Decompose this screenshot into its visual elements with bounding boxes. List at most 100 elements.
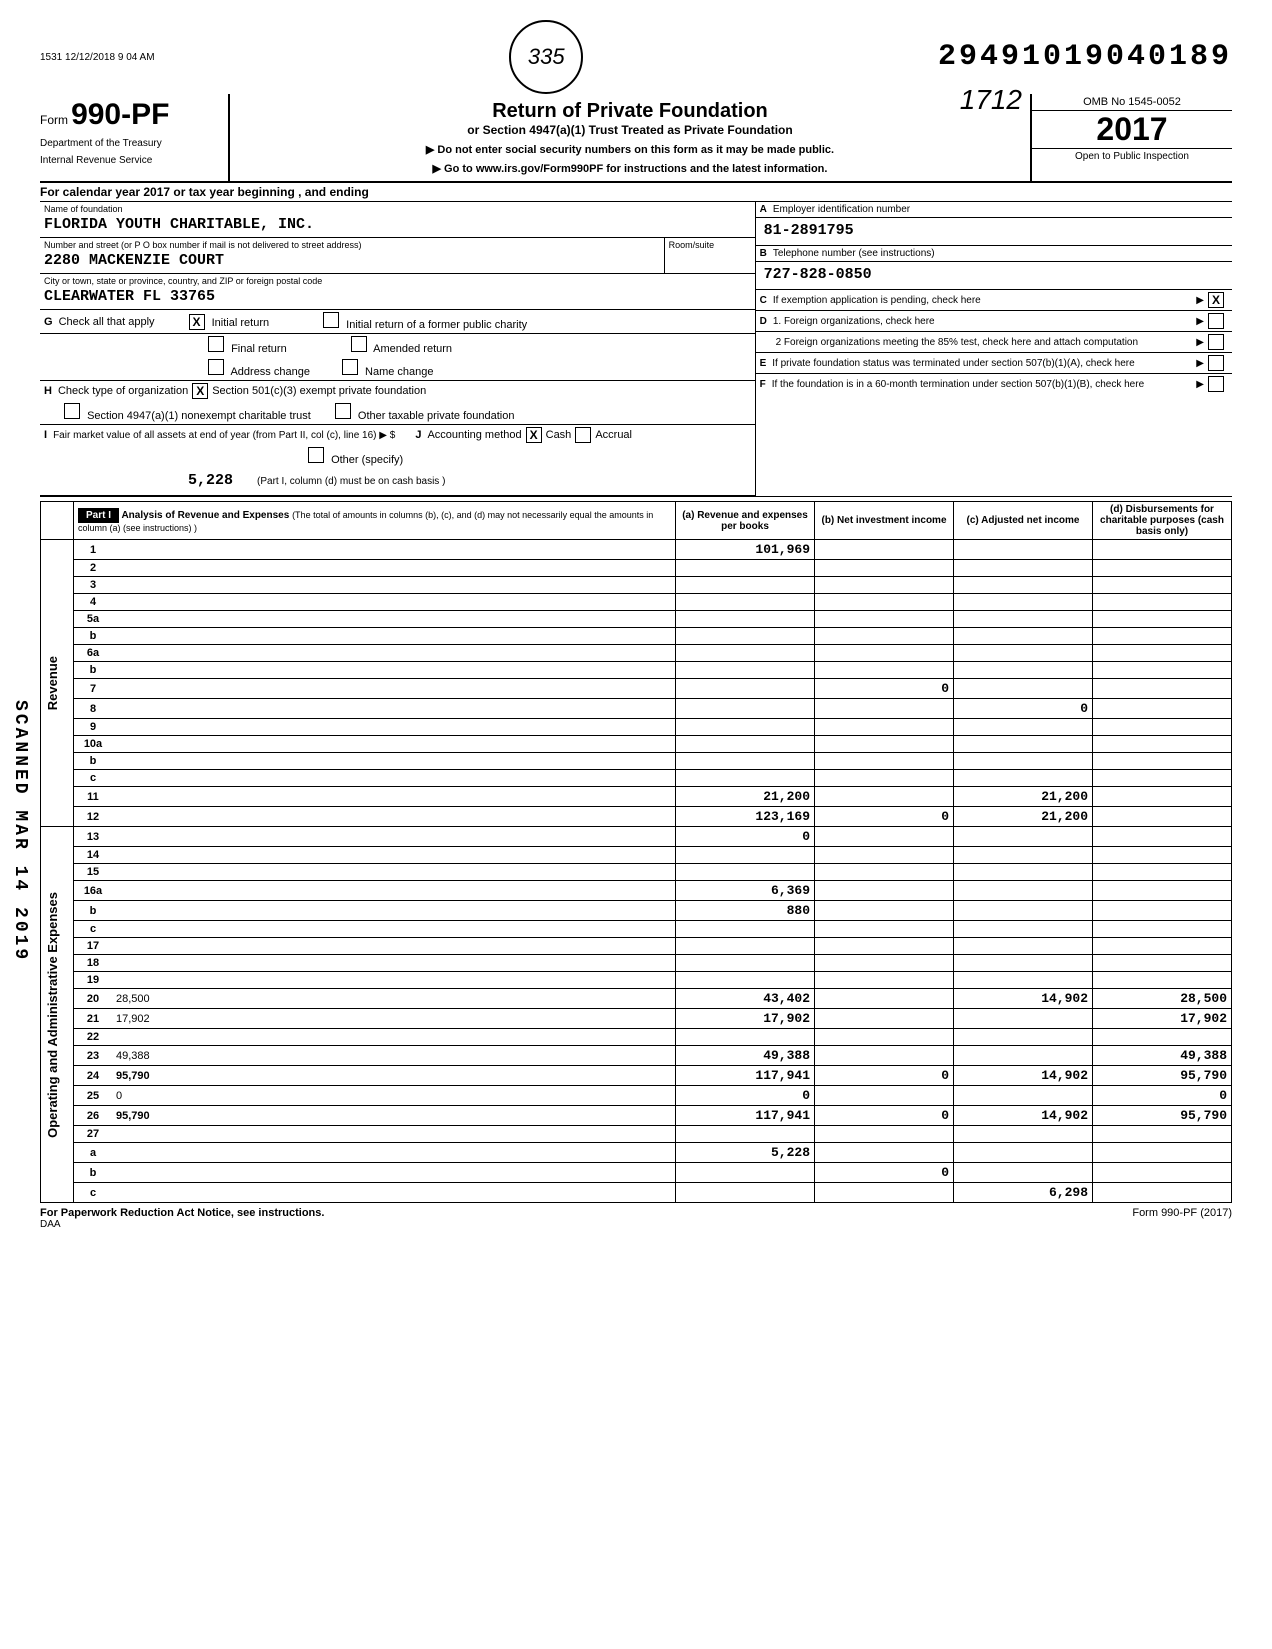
amount-cell: 123,169 [676,807,815,827]
4947-checkbox[interactable] [64,403,80,419]
table-row: 2117,90217,90217,902 [41,1009,1232,1029]
amount-cell [954,972,1093,989]
col-c-header: (c) Adjusted net income [954,502,1093,540]
amount-cell: 21,200 [954,807,1093,827]
amount-cell [954,1163,1093,1183]
line-description [112,645,676,662]
city-state-zip: CLEARWATER FL 33765 [40,286,755,309]
foundation-name: FLORIDA YOUTH CHARITABLE, INC. [40,214,755,237]
amount-cell [954,1046,1093,1066]
calendar-year-row: For calendar year 2017 or tax year begin… [40,183,1232,202]
amount-cell [954,611,1093,628]
cash-checkbox[interactable] [526,427,542,443]
line-number: c [74,921,113,938]
line-number: 26 [74,1106,113,1126]
amount-cell [1093,699,1232,719]
terminated-checkbox[interactable] [1208,355,1224,371]
501c3-label: Section 501(c)(3) exempt private foundat… [212,385,426,397]
amount-cell [954,864,1093,881]
table-row: 70 [41,679,1232,699]
amount-cell [1093,770,1232,787]
address-change-checkbox[interactable] [208,359,224,375]
amended-return-checkbox[interactable] [351,336,367,352]
amount-cell: 49,388 [676,1046,815,1066]
initial-return-checkbox[interactable] [189,314,205,330]
other-taxable-label: Other taxable private foundation [358,410,515,422]
amount-cell [815,662,954,679]
cash-label: Cash [546,429,572,441]
line-number: a [74,1143,113,1163]
table-row: 12 123,169021,200 [41,807,1232,827]
amount-cell [1093,560,1232,577]
amount-cell: 0 [1093,1086,1232,1106]
col-a-header: (a) Revenue and expenses per books [676,502,815,540]
line-description [112,1183,676,1203]
table-row: b880 [41,901,1232,921]
amount-cell [954,753,1093,770]
table-row: 2349,38849,38849,388 [41,1046,1232,1066]
table-row: 18 [41,955,1232,972]
foreign-org-checkbox[interactable] [1208,313,1224,329]
table-row: 17 [41,938,1232,955]
other-method-checkbox[interactable] [308,447,324,463]
line-number: 18 [74,955,113,972]
table-row: 25000 [41,1086,1232,1106]
amount-cell: 117,941 [676,1106,815,1126]
amount-cell [1093,577,1232,594]
line-description [112,662,676,679]
line-description [112,577,676,594]
amount-cell [815,1126,954,1143]
table-row: c [41,770,1232,787]
amount-cell [676,770,815,787]
amount-cell [815,787,954,807]
other-taxable-checkbox[interactable] [335,403,351,419]
other-method-label: Other (specify) [331,454,403,466]
amount-cell [676,847,815,864]
501c3-checkbox[interactable] [192,383,208,399]
omb-number: OMB No 1545-0052 [1032,94,1232,111]
60month-checkbox[interactable] [1208,376,1224,392]
85pct-test-checkbox[interactable] [1208,334,1224,350]
initial-former-checkbox[interactable] [323,312,339,328]
exemption-pending-checkbox[interactable] [1208,292,1224,308]
amount-cell [676,1183,815,1203]
check-h-label: Check type of organization [58,385,188,397]
amount-cell [1093,807,1232,827]
check-g-label: Check all that apply [59,316,155,328]
address-label: Number and street (or P O box number if … [40,238,664,250]
final-return-checkbox[interactable] [208,336,224,352]
table-row: 15 [41,864,1232,881]
amount-cell: 21,200 [676,787,815,807]
table-row: b [41,753,1232,770]
line-description [112,955,676,972]
amount-cell [954,679,1093,699]
amount-cell: 0 [815,807,954,827]
room-label: Room/suite [665,238,755,250]
line-description [112,901,676,921]
line-number: b [74,628,113,645]
line-number: 7 [74,679,113,699]
line-number: 12 [74,807,113,827]
amount-cell [676,594,815,611]
amount-cell [954,628,1093,645]
amount-cell [954,881,1093,901]
amount-cell [815,881,954,901]
amount-cell [1093,662,1232,679]
amount-cell [676,938,815,955]
line-description [112,719,676,736]
table-row: 16a6,369 [41,881,1232,901]
line-number: 19 [74,972,113,989]
amount-cell: 0 [815,1106,954,1126]
line-number: 22 [74,1029,113,1046]
line-number: c [74,770,113,787]
accrual-checkbox[interactable] [575,427,591,443]
amount-cell [954,921,1093,938]
name-change-checkbox[interactable] [342,359,358,375]
amount-cell: 21,200 [954,787,1093,807]
amount-cell [1093,611,1232,628]
line-description [112,628,676,645]
amount-cell [815,864,954,881]
amount-cell [815,594,954,611]
amount-cell [676,864,815,881]
table-row: 9 [41,719,1232,736]
